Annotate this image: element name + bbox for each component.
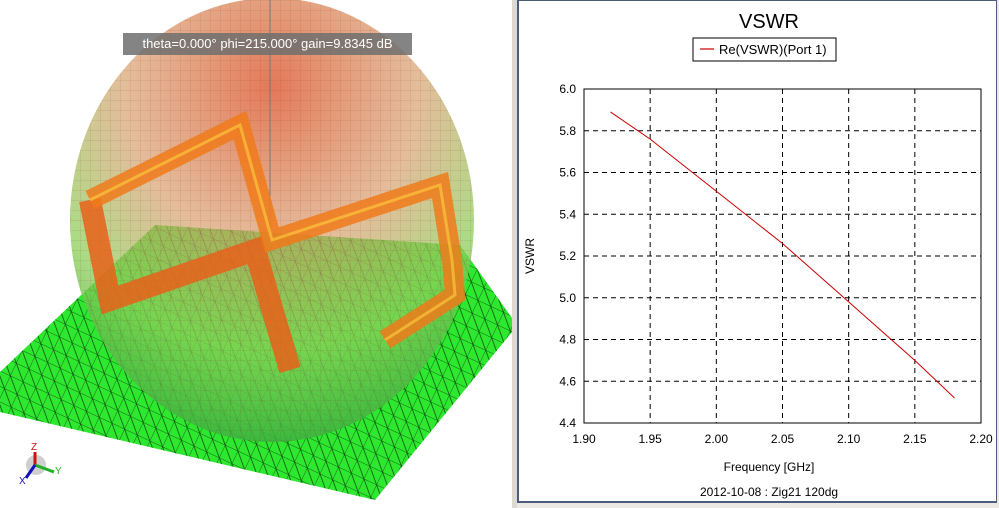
zigzag-antenna <box>79 110 466 374</box>
x-tick-label: 2.00 <box>705 432 729 446</box>
plot-area-frame <box>583 88 982 424</box>
y-tick-label: 5.8 <box>559 124 576 138</box>
series-line-vswr <box>610 111 955 399</box>
vswr-chart: VSWR Re(VSWR)(Port 1) 1.90 1.95 2.00 2.05 2.… <box>523 11 993 499</box>
axis-triad: Z Y X <box>19 442 62 487</box>
y-tick-label: 5.0 <box>559 291 576 305</box>
y-tick-label: 5.4 <box>559 207 576 221</box>
3d-radiation-view[interactable]: Z Y X theta=0.000° phi=215.000° gain=9.8… <box>0 0 512 508</box>
y-axis-label: Y <box>55 466 62 477</box>
y-tick-label: 4.4 <box>559 416 576 430</box>
z-axis-label: Z <box>31 442 37 453</box>
legend: Re(VSWR)(Port 1) <box>692 37 837 62</box>
y-tick-label: 5.2 <box>559 249 576 263</box>
3d-scene: Z Y X <box>0 0 512 500</box>
chart-footer: 2012-10-08 : Zig21 120dg <box>700 485 838 499</box>
x-tick-label: 2.15 <box>903 432 927 446</box>
y-tick-label: 4.6 <box>559 374 576 388</box>
x-tick-label: 2.05 <box>771 432 795 446</box>
chart-title: VSWR <box>739 11 799 33</box>
x-tick-label: 1.95 <box>638 432 662 446</box>
gain-tooltip: theta=0.000° phi=215.000° gain=9.8345 dB <box>123 33 412 55</box>
y-tick-label: 6.0 <box>559 82 576 96</box>
y-axis-title: VSWR <box>523 238 537 274</box>
splitter[interactable] <box>512 0 517 508</box>
legend-label: Re(VSWR)(Port 1) <box>719 42 827 57</box>
x-axis-title: Frequency [GHz] <box>724 460 815 474</box>
x-tick-label: 1.90 <box>572 432 596 446</box>
y-tick-label: 4.8 <box>559 333 576 347</box>
y-tick-label: 5.6 <box>559 166 576 180</box>
x-axis-label: X <box>19 476 26 487</box>
x-tick-label: 2.10 <box>837 432 861 446</box>
x-tick-label: 2.20 <box>969 432 993 446</box>
vswr-plot-panel: VSWR Re(VSWR)(Port 1) 1.90 1.95 2.00 2.05 2.… <box>517 0 997 503</box>
